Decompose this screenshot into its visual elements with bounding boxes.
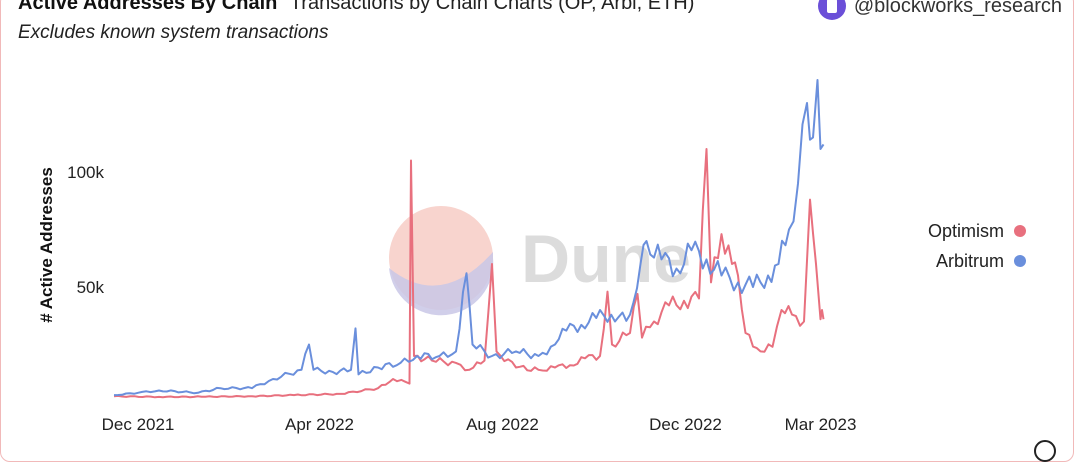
y-tick-label: 50k: [77, 278, 105, 297]
series-line-optimism[interactable]: [113, 148, 825, 399]
dune-logo-icon-wave: [389, 252, 494, 316]
dune-watermark: Dune: [389, 206, 691, 316]
x-tick-label: Aug 2022: [466, 415, 539, 434]
chart-caption: Excludes known system transactions: [18, 22, 329, 43]
author-avatar-icon: [817, 0, 846, 20]
x-axis-ticks: Dec 2021 Apr 2022 Aug 2022 Dec 2022 Mar 2023: [102, 415, 857, 434]
legend-dot-icon: [1014, 225, 1026, 237]
series-line-arbitrum[interactable]: [113, 79, 825, 397]
dune-watermark-text: Dune: [521, 221, 691, 297]
chart-header: Active Addresses By Chain Transactions b…: [18, 0, 694, 15]
x-tick-label: Mar 2023: [785, 415, 857, 434]
y-axis-ticks: 50k 100k: [67, 163, 104, 297]
chart-subtitle[interactable]: Transactions by Chain Charts (OP, Arbi, …: [289, 0, 695, 14]
x-tick-label: Dec 2021: [102, 415, 175, 434]
legend-item-arbitrum[interactable]: Arbitrum: [928, 246, 1026, 276]
legend-label-arbitrum: Arbitrum: [935, 250, 1004, 271]
legend-label-optimism: Optimism: [928, 220, 1004, 241]
x-tick-label: Apr 2022: [285, 415, 354, 434]
x-tick-label: Dec 2022: [649, 415, 722, 434]
y-axis-label: # Active Addresses: [37, 167, 56, 323]
chart-series: [113, 79, 825, 399]
legend-item-optimism[interactable]: Optimism: [928, 216, 1026, 246]
legend-dot-icon: [1014, 255, 1026, 267]
y-tick-label: 100k: [67, 163, 104, 182]
chart-title: Active Addresses By Chain: [18, 0, 278, 14]
author-handle[interactable]: @blockworks_research: [853, 0, 1062, 17]
author-badge[interactable]: @blockworks_research: [817, 0, 1062, 20]
options-icon[interactable]: [1034, 440, 1056, 462]
chart-legend: Optimism Arbitrum: [928, 216, 1026, 276]
